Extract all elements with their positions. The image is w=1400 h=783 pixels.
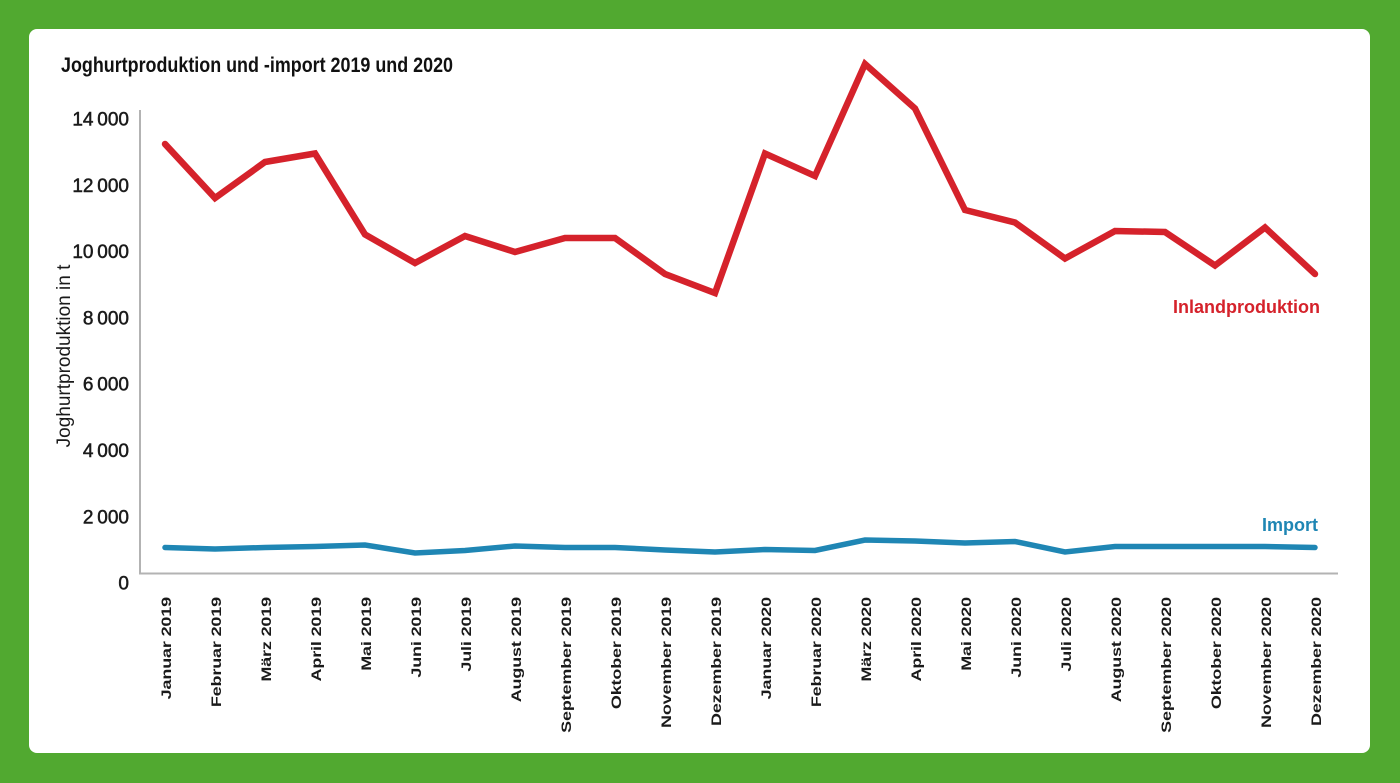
svg-text:August 2019: August 2019 — [509, 597, 525, 702]
svg-text:8 000: 8 000 — [83, 308, 129, 329]
svg-text:November 2020: November 2020 — [1259, 597, 1275, 728]
svg-text:Juli 2020: Juli 2020 — [1059, 597, 1075, 672]
svg-text:6 000: 6 000 — [83, 375, 129, 396]
svg-text:0: 0 — [118, 574, 129, 595]
svg-text:April 2020: April 2020 — [909, 597, 925, 682]
svg-text:März 2019: März 2019 — [259, 597, 275, 682]
svg-text:Inlandproduktion: Inlandproduktion — [1173, 297, 1320, 317]
svg-text:Mai 2020: Mai 2020 — [959, 597, 975, 671]
svg-text:2 000: 2 000 — [83, 507, 129, 528]
svg-text:Mai 2019: Mai 2019 — [359, 597, 375, 671]
svg-text:Joghurtproduktion in t: Joghurtproduktion in t — [54, 264, 75, 447]
svg-text:Januar 2020: Januar 2020 — [759, 597, 775, 699]
svg-text:Februar 2020: Februar 2020 — [809, 597, 825, 707]
svg-text:Juli 2019: Juli 2019 — [459, 597, 475, 672]
svg-text:September 2020: September 2020 — [1159, 597, 1175, 733]
svg-text:4 000: 4 000 — [83, 441, 129, 462]
svg-text:Januar 2019: Januar 2019 — [159, 597, 175, 699]
svg-text:12 000: 12 000 — [72, 176, 129, 197]
svg-text:August 2020: August 2020 — [1109, 597, 1125, 702]
svg-text:10 000: 10 000 — [72, 242, 129, 263]
svg-text:Juni 2019: Juni 2019 — [409, 597, 425, 678]
svg-text:November 2019: November 2019 — [659, 597, 675, 728]
svg-text:Februar 2019: Februar 2019 — [209, 597, 225, 707]
svg-text:Import: Import — [1262, 515, 1318, 535]
svg-text:Dezember 2019: Dezember 2019 — [709, 597, 725, 726]
svg-text:April 2019: April 2019 — [309, 597, 325, 682]
svg-text:September 2019: September 2019 — [559, 597, 575, 733]
svg-text:März 2020: März 2020 — [859, 597, 875, 682]
svg-text:Oktober 2020: Oktober 2020 — [1209, 597, 1225, 709]
svg-text:14 000: 14 000 — [72, 110, 129, 131]
svg-text:Joghurtproduktion und -import: Joghurtproduktion und -import 2019 und 2… — [61, 54, 453, 77]
svg-text:Dezember 2020: Dezember 2020 — [1309, 597, 1325, 726]
svg-text:Oktober 2019: Oktober 2019 — [609, 597, 625, 709]
svg-text:Juni 2020: Juni 2020 — [1009, 597, 1025, 678]
